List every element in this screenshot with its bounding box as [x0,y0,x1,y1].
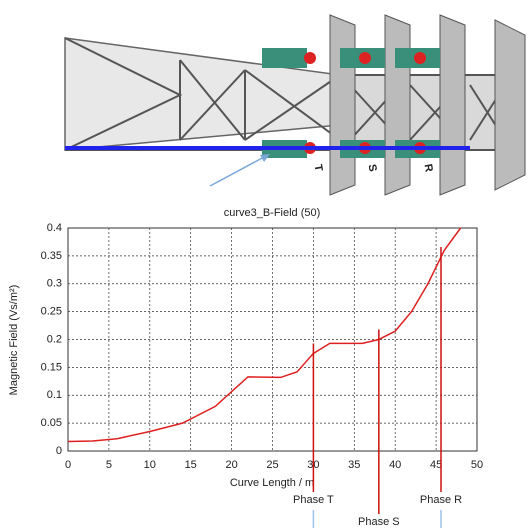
y-tick-label: 0.3 [47,278,62,290]
phase-label: Phase T [293,494,334,506]
clamp [414,52,426,64]
insulator [262,48,307,68]
chart-title: curve3_B-Field (50) [224,207,321,219]
page: T S R curve3_B-Field (50) Curve Length /… [0,0,531,528]
plate [495,20,525,190]
y-tick-label: 0 [56,445,62,457]
x-tick-label: 40 [389,459,401,471]
phase-mark: T [312,164,325,173]
plate [330,15,355,195]
y-tick-label: 0.2 [47,333,62,345]
y-tick-label: 0.35 [41,250,62,262]
y-tick-label: 0.4 [47,222,62,234]
phase-label: Phase S [358,516,400,528]
arrow [210,156,266,186]
x-tick-label: 50 [471,459,483,471]
y-axis-label: Magnetic Field (Vs/m²) [8,285,20,396]
tower-image: T S R [65,15,525,195]
clamp [304,52,316,64]
x-axis-label: Curve Length / m [230,477,314,489]
phase-mark: S [366,163,379,172]
plate [385,15,410,195]
y-tick-label: 0.05 [41,417,62,429]
tower-body [340,75,510,150]
phase-label: Phase R [420,494,462,506]
x-tick-label: 35 [348,459,360,471]
y-tick-label: 0.25 [41,306,62,318]
clamp [359,52,371,64]
y-tick-label: 0.15 [41,361,62,373]
x-tick-label: 10 [144,459,156,471]
x-tick-label: 20 [225,459,237,471]
x-tick-label: 25 [266,459,278,471]
x-tick-label: 0 [65,459,71,471]
x-tick-label: 15 [185,459,197,471]
x-tick-label: 5 [106,459,112,471]
y-tick-label: 0.1 [47,389,62,401]
plate [440,15,465,195]
phase-mark: R [421,163,434,173]
